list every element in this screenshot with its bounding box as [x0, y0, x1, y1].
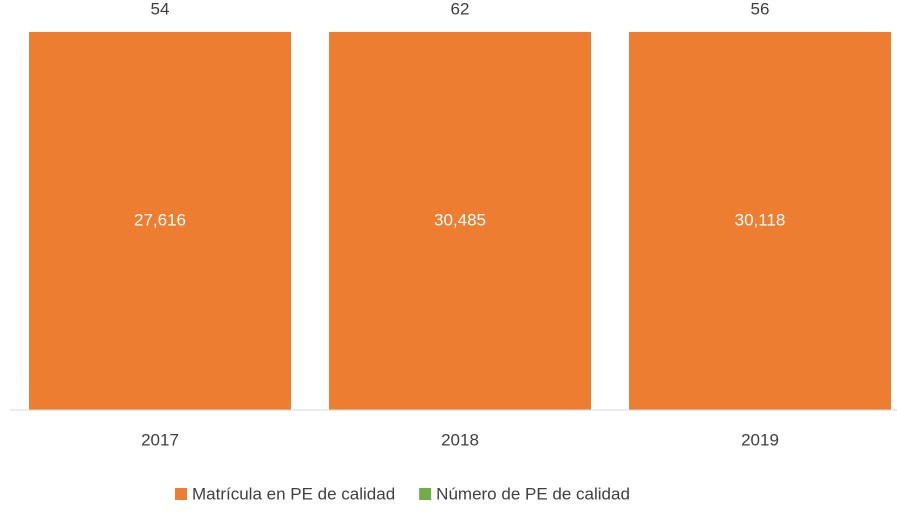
data-label: 30,118	[735, 210, 786, 229]
data-label: 62	[451, 0, 470, 18]
bar-segment	[329, 32, 591, 410]
x-tick-label: 2017	[141, 430, 179, 449]
legend-label: Matrícula en PE de calidad	[192, 484, 395, 503]
data-label: 54	[151, 0, 170, 18]
data-label: 30,485	[434, 210, 486, 229]
data-label: 56	[751, 0, 770, 18]
legend-swatch	[419, 488, 432, 500]
bar-segment	[29, 32, 291, 410]
x-tick-label: 2018	[441, 430, 479, 449]
bar-segment	[629, 32, 891, 410]
legend-label: Número de PE de calidad	[436, 484, 630, 503]
legend-swatch	[175, 488, 187, 500]
data-label: 27,616	[134, 210, 186, 229]
x-tick-label: 2019	[741, 430, 779, 449]
